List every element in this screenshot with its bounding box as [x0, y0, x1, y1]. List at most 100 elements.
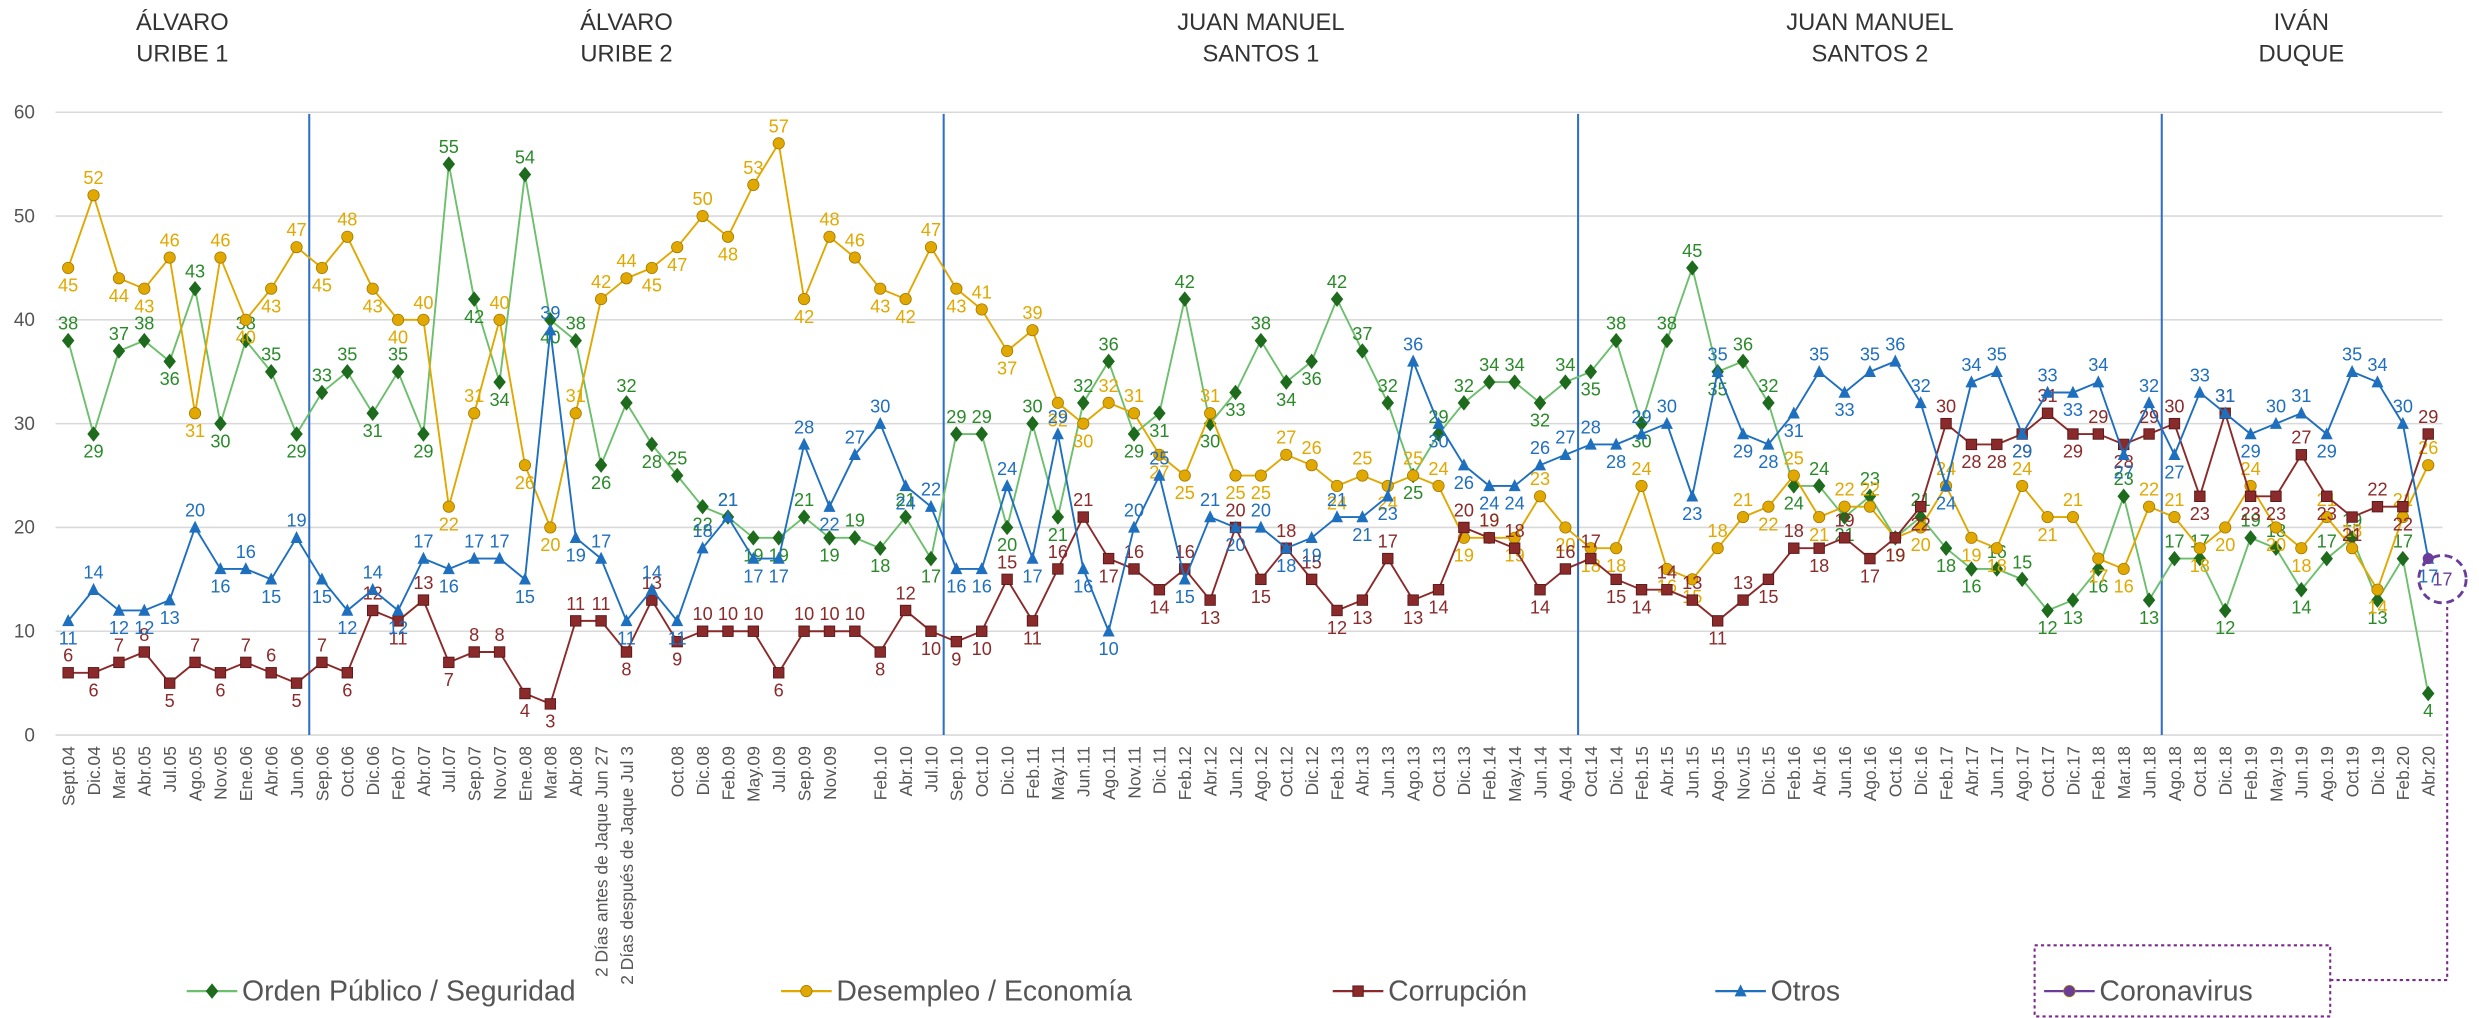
data-label: 11: [1023, 629, 1042, 649]
data-label: 20: [1454, 500, 1474, 520]
marker: [391, 363, 405, 380]
x-tick-label: Jul.05: [160, 746, 180, 792]
marker: [1356, 343, 1369, 359]
marker: [1254, 469, 1267, 482]
marker: [214, 251, 227, 264]
x-tick-label: Mar.08: [541, 746, 561, 799]
data-label: 15: [1251, 587, 1271, 607]
data-label: 15: [1302, 552, 1322, 572]
marker: [924, 499, 937, 512]
y-tick-label: 50: [14, 206, 35, 227]
marker: [1483, 374, 1496, 390]
marker: [823, 230, 836, 243]
data-label: 57: [769, 116, 789, 136]
marker: [112, 272, 126, 285]
marker: [1736, 353, 1750, 370]
marker: [2193, 385, 2206, 398]
x-tick-label: Sep.09: [794, 746, 814, 801]
x-tick-label: Abr.10: [896, 746, 916, 796]
data-label: 22: [1860, 480, 1880, 500]
data-label: 37: [997, 359, 1017, 379]
data-label: 42: [1327, 272, 1347, 292]
marker: [1331, 510, 1344, 523]
marker: [874, 646, 886, 658]
data-label: 19: [1885, 546, 1905, 566]
data-label: 22: [921, 480, 941, 500]
data-label: 42: [591, 272, 611, 292]
data-label: 28: [642, 452, 662, 472]
x-tick-label: Oct.12: [1277, 746, 1297, 797]
x-tick-label: Ago.16: [1860, 746, 1880, 801]
marker: [2168, 550, 2181, 567]
data-label: 29: [2317, 442, 2337, 462]
data-label: 17: [2164, 532, 2184, 552]
data-label: 25: [1251, 483, 1271, 503]
marker: [1864, 552, 1876, 565]
marker: [1610, 542, 1623, 555]
marker: [849, 625, 861, 637]
data-label: 25: [1225, 483, 1245, 503]
legend-marker: [800, 985, 813, 998]
marker: [1001, 479, 1014, 492]
marker: [442, 562, 455, 575]
data-label: 35: [1987, 345, 2007, 365]
marker: [1914, 521, 1927, 534]
marker: [189, 656, 201, 669]
marker: [620, 272, 633, 285]
data-label: 29: [2012, 442, 2032, 462]
marker: [1330, 291, 1344, 307]
data-label: 14: [1530, 597, 1550, 617]
data-label: 30: [1073, 431, 1093, 451]
x-tick-label: Ago.14: [1556, 746, 1576, 801]
data-label: 27: [1276, 428, 1296, 448]
data-label: 20: [2266, 535, 2286, 555]
marker: [1635, 479, 1648, 493]
marker: [1559, 447, 1572, 460]
data-label: 29: [972, 407, 992, 427]
marker: [1965, 531, 1978, 544]
marker: [138, 646, 150, 658]
data-label: 30: [1936, 397, 1956, 417]
marker: [950, 635, 963, 648]
marker: [1762, 395, 1775, 411]
data-label: 36: [1733, 334, 1753, 354]
marker: [1280, 541, 1293, 554]
data-label: 18: [2190, 556, 2210, 576]
marker: [975, 303, 988, 316]
marker: [2041, 602, 2054, 619]
marker: [1711, 364, 1724, 377]
data-label: 6: [774, 680, 784, 700]
marker: [569, 407, 582, 420]
data-label: 30: [1428, 431, 1448, 451]
data-label: 17: [1099, 566, 1119, 586]
marker: [1407, 469, 1420, 482]
marker: [1407, 594, 1419, 606]
marker: [2117, 488, 2130, 505]
x-tick-label: Oct.19: [2342, 746, 2362, 797]
data-label: 39: [540, 303, 560, 323]
period-label: SANTOS 1: [1202, 42, 1319, 68]
x-tick-label: Dic.16: [1911, 746, 1931, 795]
marker: [2219, 521, 2232, 534]
marker: [1508, 542, 1521, 554]
data-label: 4: [520, 701, 530, 721]
marker: [899, 479, 912, 492]
x-tick-label: May.19: [2266, 746, 2286, 802]
marker: [2066, 510, 2080, 524]
data-label: 10: [743, 604, 763, 624]
data-label: 13: [1682, 573, 1702, 593]
data-label: 17: [1022, 566, 1042, 586]
data-label: 26: [1454, 473, 1474, 493]
marker: [1382, 552, 1394, 565]
marker: [2422, 428, 2434, 440]
marker: [1559, 374, 1572, 390]
marker: [1838, 385, 1851, 398]
data-label: 16: [1073, 577, 1093, 597]
data-label: 28: [1606, 452, 1626, 472]
highlight-connector: [2330, 605, 2449, 982]
marker: [2421, 685, 2435, 702]
data-label: 17: [1860, 566, 1880, 586]
data-label: 12: [2215, 618, 2235, 638]
data-label: 16: [972, 577, 992, 597]
marker: [2168, 417, 2181, 430]
